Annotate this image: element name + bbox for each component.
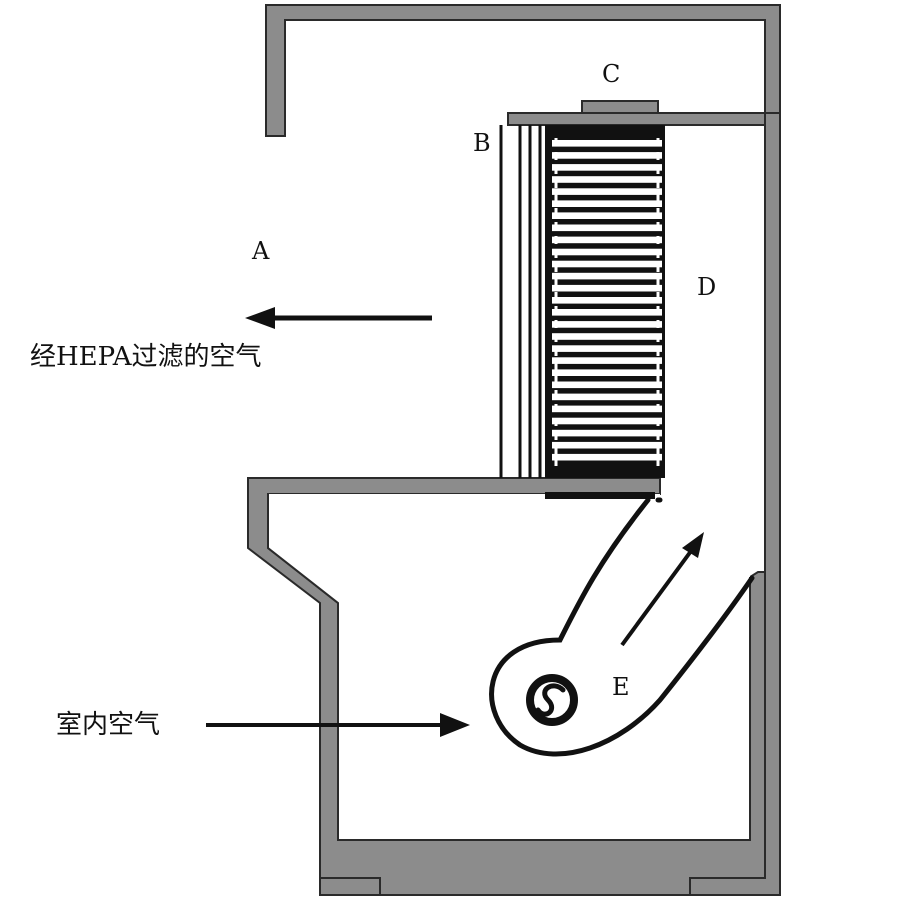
prefilter-plates — [499, 125, 542, 478]
filter-slat — [552, 321, 662, 328]
room-air-arrow — [206, 713, 470, 737]
filter-slat — [552, 381, 662, 389]
filter-slat — [552, 453, 662, 461]
label-b: B — [473, 129, 491, 157]
filter-slat — [552, 176, 662, 183]
filter-slat — [552, 164, 662, 171]
filtered-air-arrow — [245, 307, 432, 329]
filter-slats — [552, 140, 662, 461]
filter-slat — [552, 417, 662, 425]
filter-slat — [552, 309, 662, 316]
filter-slat — [552, 236, 662, 244]
filter-slat — [552, 369, 662, 376]
filter-slat — [552, 405, 662, 413]
filter-slat — [552, 357, 662, 364]
filter-slat — [552, 393, 662, 401]
filter-slat — [552, 188, 662, 195]
cabinet-walls — [247, 4, 781, 896]
duct-outer-wall — [489, 497, 755, 757]
fan-icon — [526, 674, 578, 726]
filter-slat — [552, 140, 662, 147]
filter-slat — [552, 200, 662, 207]
lower-chamber-outline — [267, 494, 751, 841]
filter-slat — [552, 272, 662, 280]
fan-housing — [489, 492, 755, 757]
filter-slat — [552, 152, 662, 159]
filter-slat — [552, 333, 662, 340]
duct-airflow-arrow — [620, 532, 704, 647]
filter-slat — [552, 345, 662, 352]
label-e: E — [612, 673, 630, 701]
caption-room-air: 室内空气 — [56, 710, 160, 740]
filter-slat — [552, 212, 662, 219]
base-left-foot — [319, 877, 381, 896]
filter-slat — [552, 260, 662, 268]
caption-filtered-air: 经HEPA过滤的空气 — [30, 342, 262, 372]
filter-slat — [552, 284, 662, 292]
filter-slat — [552, 441, 662, 449]
filter-slat — [552, 224, 662, 232]
filter-top-shelf — [507, 112, 766, 126]
filter-slat — [552, 297, 662, 304]
hepa-filter — [545, 125, 665, 478]
lower-chamber-interior — [268, 494, 750, 840]
label-d: D — [697, 273, 716, 301]
filter-cap — [581, 100, 659, 114]
filter-slat — [552, 248, 662, 256]
label-a: A — [251, 237, 270, 265]
duct-top-bar — [545, 492, 655, 499]
label-c: C — [602, 60, 620, 88]
filter-slat — [552, 429, 662, 437]
